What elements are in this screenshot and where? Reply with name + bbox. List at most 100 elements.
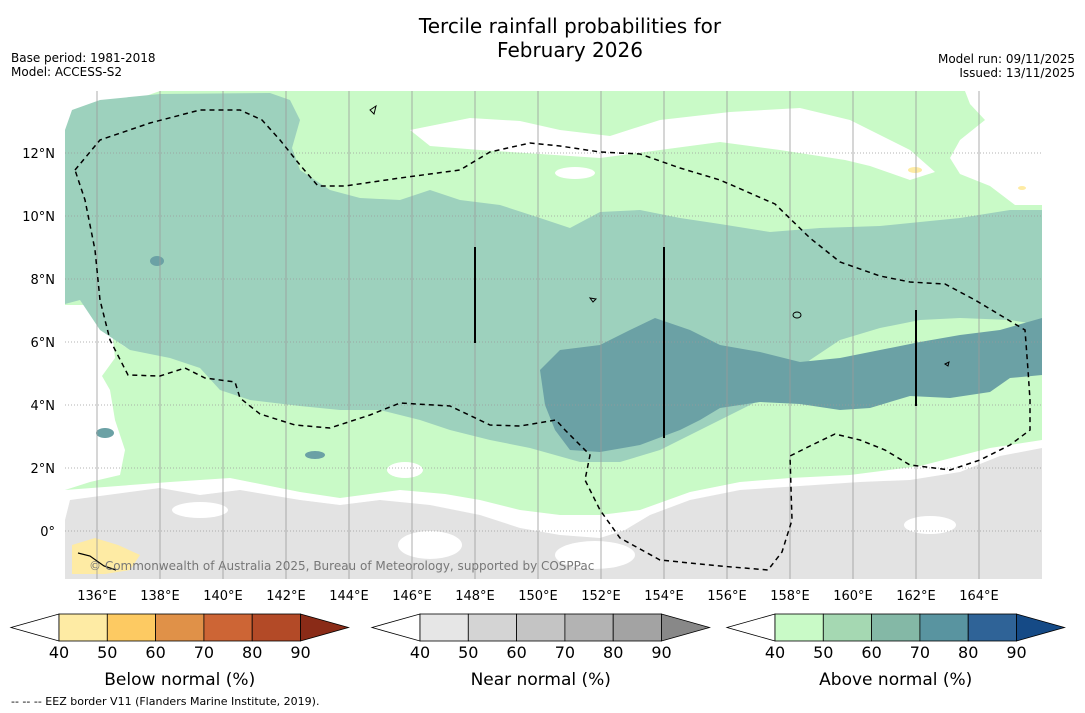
colorbar-segment [612, 613, 662, 642]
colorbar-tick-label: 70 [910, 643, 930, 662]
longitude-label: 156°E [707, 589, 747, 604]
islands [77, 104, 950, 571]
longitude-label: 144°E [329, 589, 369, 604]
longitude-label: 164°E [959, 589, 999, 604]
colorbar-extend-high [300, 613, 350, 642]
white-patch-ne [950, 91, 1042, 205]
island-2 [588, 297, 598, 303]
island-3 [792, 311, 802, 319]
colorbar-segment [106, 613, 157, 642]
teal-spot-2 [96, 428, 114, 438]
latitude-label: 12°N [22, 147, 55, 162]
colorbar-tick-label: 90 [290, 643, 310, 662]
white-patch-nw [65, 91, 160, 130]
colorbar-tick-label: 70 [555, 643, 575, 662]
colorbar-title: Below normal (%) [104, 670, 255, 690]
colorbar-2: 40 50 60 70 80 90 Near normal (%) [370, 613, 711, 690]
colorbar-segment [516, 613, 566, 642]
eez-border [74, 109, 1031, 571]
colorbar-1: 40 50 60 70 80 90 Below normal (%) [9, 613, 350, 690]
colorbar-segment [919, 613, 969, 642]
colorbar-tick-label: 80 [958, 643, 978, 662]
white-patch-north [410, 108, 935, 180]
longitude-label: 162°E [896, 589, 936, 604]
colorbar-segment [203, 613, 253, 642]
map-title: Tercile rainfall probabilities for Febru… [0, 14, 1085, 62]
info-right: Model run: 09/11/2025 Issued: 13/11/2025 [938, 52, 1075, 80]
longitude-label: 138°E [140, 589, 180, 604]
latitude-label: 6°N [31, 336, 56, 351]
colorbar-segment [774, 613, 824, 642]
white-patch-west [65, 305, 125, 490]
colorbar-tick-label: 40 [410, 643, 430, 662]
longitude-label: 148°E [455, 589, 495, 604]
latitude-label: 4°N [31, 399, 56, 414]
white-hole-3 [904, 516, 956, 534]
latitude-label: 0° [40, 525, 55, 540]
latitude-label: 8°N [31, 273, 56, 288]
colorbar-extend-high [661, 613, 711, 642]
latitude-label: 10°N [22, 210, 55, 225]
longitude-label: 136°E [77, 589, 117, 604]
longitude-label: 142°E [266, 589, 306, 604]
graticule [65, 91, 1042, 579]
colorbar-tick-label: 60 [861, 643, 881, 662]
colorbar-segment [871, 613, 921, 642]
base-period-text: Base period: 1981-2018 [11, 51, 156, 65]
longitude-label: 160°E [833, 589, 873, 604]
issued-text: Issued: 13/11/2025 [959, 66, 1075, 80]
colorbar-segment [58, 613, 108, 642]
colorbar-tick-label: 80 [603, 643, 623, 662]
teal-spot-1 [150, 256, 164, 266]
colorbar-segment [155, 613, 205, 642]
longitude-labels: 136°E 138°E 140°E 142°E 144°E 146°E 148°E 150°E… [77, 589, 999, 604]
white-hole-4 [172, 502, 228, 518]
colorbar-tick-label: 70 [194, 643, 214, 662]
title-line-1: Tercile rainfall probabilities for [418, 14, 722, 38]
colorbar-tick-label: 40 [765, 643, 785, 662]
colorbar-segment [467, 613, 517, 642]
colorbar-extend-low [725, 613, 776, 642]
colorbar-tick-label: 60 [506, 643, 526, 662]
colorbar-3: 40 50 60 70 80 90 Above normal (%) [725, 613, 1066, 690]
island-lines [474, 247, 917, 438]
colorbar-extend-high [1016, 613, 1066, 642]
copyright-text: © Commonwealth of Australia 2025, Bureau… [89, 559, 594, 573]
yellow-patch-sw [72, 538, 140, 574]
colorbar-extend-low [370, 613, 421, 642]
white-hole-1 [398, 531, 462, 559]
colorbar-tick-label: 90 [651, 643, 671, 662]
model-text: Model: ACCESS-S2 [11, 65, 123, 79]
island-1 [369, 104, 377, 115]
teal-spot-3 [305, 451, 325, 459]
longitude-label: 150°E [518, 589, 558, 604]
colorbar-tick-label: 60 [145, 643, 165, 662]
colorbar-extend-low [9, 613, 60, 642]
title-line-2: February 2026 [497, 38, 643, 62]
longitude-label: 152°E [581, 589, 621, 604]
teal-spots [96, 256, 325, 459]
island-5 [77, 552, 117, 571]
colorbar-segment [564, 613, 614, 642]
colorbar-title: Near normal (%) [471, 670, 611, 690]
longitude-label: 154°E [644, 589, 684, 604]
longitude-label: 158°E [770, 589, 810, 604]
colorbar-tick-label: 50 [97, 643, 117, 662]
white-patch-small-3 [387, 462, 423, 478]
colorbar-segment [251, 613, 301, 642]
colorbar-tick-label: 50 [813, 643, 833, 662]
eez-footer-note: -- -- -- EEZ border V11 (Flanders Marine… [11, 695, 320, 708]
colorbars: 40 50 60 70 80 90 Below normal (%) 40 50 60 70 80 90… [9, 613, 1066, 690]
colorbar-tick-label: 50 [458, 643, 478, 662]
latitude-label: 2°N [31, 462, 56, 477]
colorbar-tick-label: 40 [49, 643, 69, 662]
model-run-text: Model run: 09/11/2025 [937, 52, 1075, 66]
below-normal-areas [72, 167, 1026, 574]
longitude-label: 140°E [203, 589, 243, 604]
grey-patch-south-central [340, 448, 1042, 579]
island-4 [944, 361, 950, 367]
colorbar-segment [967, 613, 1017, 642]
yellow-spot-ne-2 [1018, 186, 1026, 190]
near-normal-inner-white [172, 502, 956, 569]
